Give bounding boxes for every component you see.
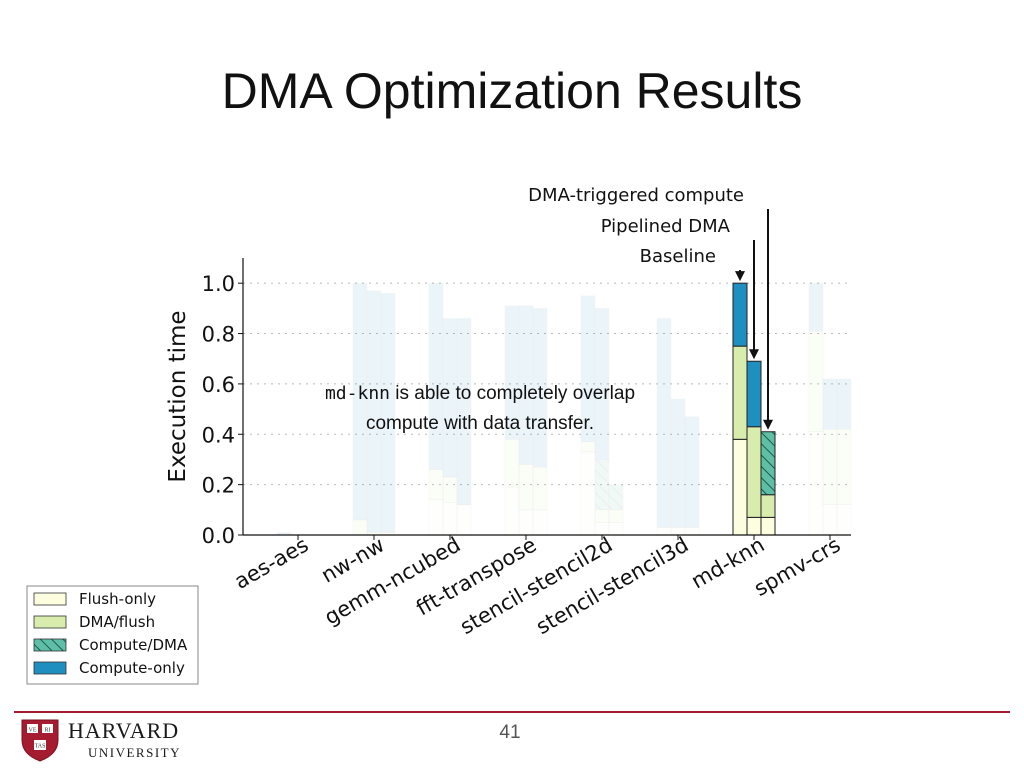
bar-segment — [836, 378, 852, 430]
bar-segment — [594, 509, 610, 523]
label-baseline: Baseline — [640, 246, 716, 267]
y-tick-label: 0.4 — [202, 423, 235, 447]
bar-segment — [608, 484, 624, 511]
arrow-baseline-head — [735, 271, 745, 282]
legend-swatch — [33, 615, 67, 629]
bar-segment — [580, 451, 596, 536]
bar-segment — [808, 431, 824, 536]
legend-label: Compute-only — [79, 659, 185, 677]
bar-segment — [428, 282, 444, 470]
page-number: 41 — [499, 722, 521, 743]
label-pipelined: Pipelined DMA — [601, 216, 731, 237]
legend-label: Flush-only — [79, 590, 156, 608]
annotations: md-knn is able to completely overlap comp… — [325, 185, 773, 434]
annotation-line-1-text: is able to completely overlap — [390, 383, 635, 404]
legend: Flush-only DMA/flush Compute/DMA Compute-on… — [26, 585, 199, 685]
bar-segment — [808, 282, 824, 332]
bar-segment — [656, 318, 672, 528]
bar-segment — [822, 428, 838, 506]
bar-segment — [594, 308, 610, 460]
y-tick-label: 0.2 — [202, 474, 235, 498]
bar-segment — [684, 416, 700, 528]
bar-segment — [684, 527, 700, 536]
legend-swatch — [33, 592, 67, 606]
bar-segment — [518, 305, 534, 465]
arrow-dma-triggered-head — [763, 419, 773, 430]
logo-name: HARVARD — [68, 718, 180, 743]
bar-segment — [656, 527, 672, 536]
bar-segment — [504, 439, 520, 488]
bar-segment — [836, 428, 852, 506]
bar-segment — [428, 499, 444, 536]
bar-segment — [380, 293, 396, 533]
bar-segment — [760, 494, 776, 518]
bars — [276, 282, 852, 536]
bar-segment — [352, 282, 368, 521]
bar-segment — [836, 504, 852, 536]
bar-segment — [822, 504, 838, 536]
annotation-line-1: md-knn is able to completely overlap — [325, 383, 635, 404]
legend-swatch — [33, 638, 67, 652]
legend-label: DMA/flush — [79, 613, 155, 631]
legend-label: Compute/DMA — [79, 636, 188, 654]
annotation-code: md-knn — [325, 383, 390, 404]
bar-segment — [670, 398, 686, 528]
logo-subname: UNIVERSITY — [88, 745, 181, 760]
y-tick-label: 0.8 — [202, 323, 235, 347]
bar-segment — [442, 318, 458, 478]
harvard-logo: VE RI TAS HARVARD UNIVERSITY — [20, 718, 200, 764]
bar-segment — [532, 308, 548, 468]
bar-segment — [608, 509, 624, 523]
bar-segment — [518, 509, 534, 536]
y-tick-label: 0.0 — [202, 524, 235, 548]
bar-segment — [580, 295, 596, 443]
bar-segment — [746, 516, 762, 536]
shield-text-3: TAS — [35, 744, 46, 750]
y-tick-label: 1.0 — [202, 272, 235, 296]
bar-segment — [504, 486, 520, 536]
y-axis-label: Execution time — [165, 310, 191, 482]
bar-segment — [532, 509, 548, 536]
bar-segment — [504, 305, 520, 440]
bar-segment — [608, 522, 624, 536]
x-tick-label: spmv-crs — [750, 533, 845, 601]
legend-swatch — [33, 661, 67, 675]
annotation-line-2: compute with data transfer. — [366, 413, 594, 434]
x-tick-label: aes-aes — [230, 533, 312, 594]
bar-segment — [732, 345, 748, 440]
bar-segment — [808, 330, 824, 433]
bar-segment — [456, 318, 472, 506]
arrow-pipelined-head — [749, 349, 759, 360]
bar-segment — [746, 426, 762, 518]
bar-segment — [428, 469, 444, 500]
bar-segment — [732, 438, 748, 536]
shield-text-1: VE — [29, 728, 37, 734]
bar-segment — [518, 464, 534, 511]
bar-segment — [822, 378, 838, 430]
bar-segment — [746, 360, 762, 428]
footer-divider — [14, 711, 1010, 713]
bar-segment — [760, 516, 776, 536]
bar-segment — [594, 459, 610, 511]
bar-segment — [532, 466, 548, 511]
bar-segment — [352, 519, 368, 536]
label-dma-triggered: DMA-triggered compute — [528, 185, 744, 206]
bar-segment — [366, 290, 382, 533]
bar-segment — [732, 282, 748, 347]
bar-segment — [442, 476, 458, 503]
bar-segment — [442, 502, 458, 536]
bar-segment — [580, 441, 596, 453]
shield-icon: VE RI TAS — [21, 719, 59, 762]
y-tick-label: 0.6 — [202, 373, 235, 397]
bar-segment — [456, 504, 472, 536]
bar-segment — [760, 431, 776, 496]
slide-title: DMA Optimization Results — [221, 63, 803, 119]
shield-text-2: RI — [45, 728, 51, 734]
